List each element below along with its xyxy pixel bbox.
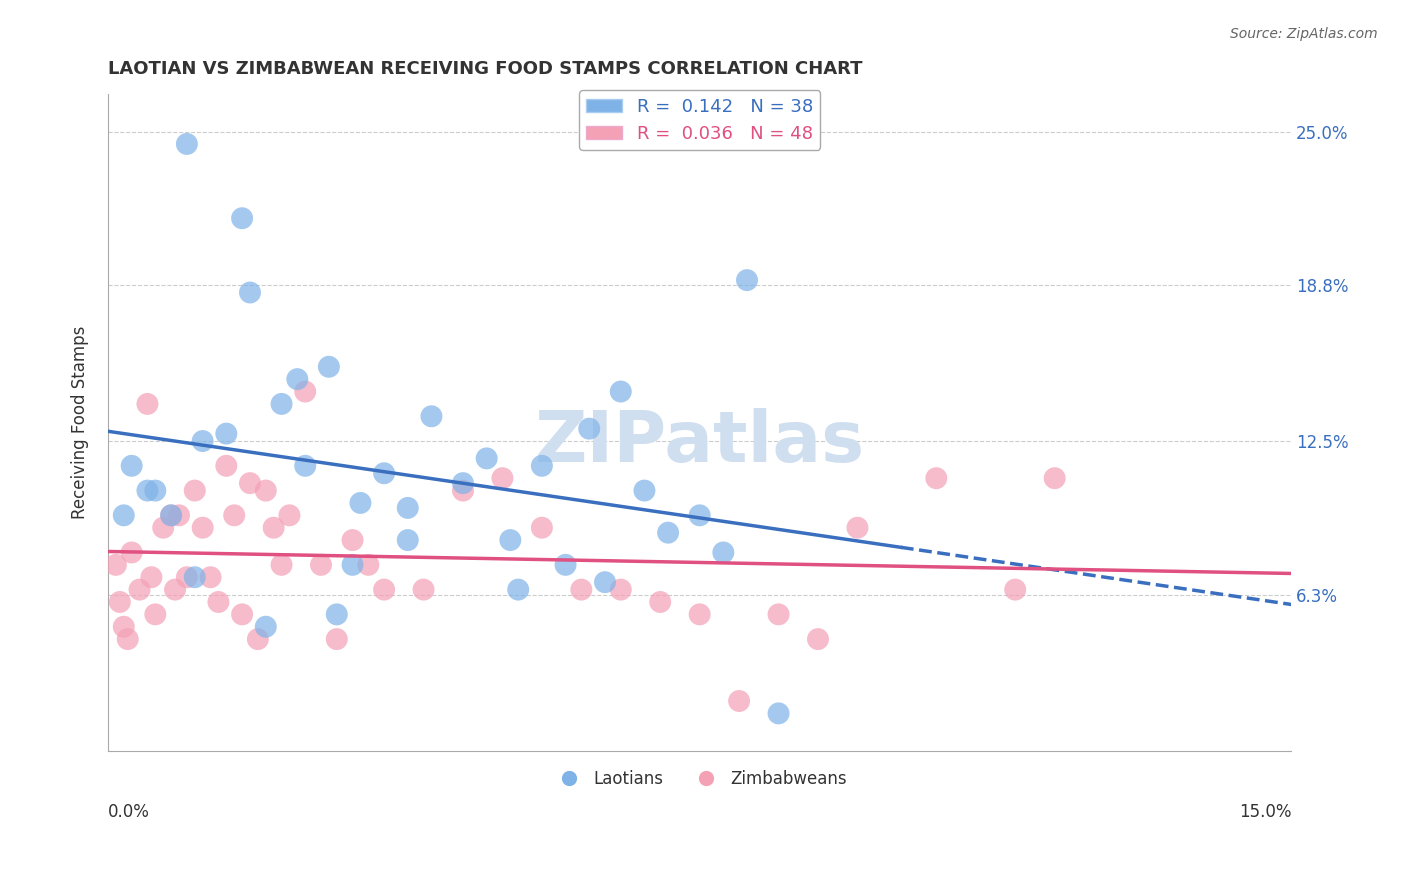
Point	[846, 521, 869, 535]
Point	[121, 545, 143, 559]
Point	[357, 558, 380, 572]
Point	[554, 558, 576, 572]
Point	[184, 570, 207, 584]
Point	[184, 483, 207, 498]
Point	[121, 458, 143, 473]
Point	[373, 582, 395, 597]
Point	[735, 273, 758, 287]
Point	[728, 694, 751, 708]
Point	[530, 521, 553, 535]
Point	[1043, 471, 1066, 485]
Point	[239, 476, 262, 491]
Point	[104, 558, 127, 572]
Text: Source: ZipAtlas.com: Source: ZipAtlas.com	[1230, 27, 1378, 41]
Point	[1004, 582, 1026, 597]
Point	[610, 384, 633, 399]
Point	[451, 476, 474, 491]
Point	[475, 451, 498, 466]
Point	[711, 545, 734, 559]
Point	[326, 632, 349, 647]
Point	[309, 558, 332, 572]
Point	[499, 533, 522, 547]
Point	[143, 483, 166, 498]
Point	[246, 632, 269, 647]
Point	[136, 397, 159, 411]
Point	[657, 525, 679, 540]
Text: LAOTIAN VS ZIMBABWEAN RECEIVING FOOD STAMPS CORRELATION CHART: LAOTIAN VS ZIMBABWEAN RECEIVING FOOD STA…	[108, 60, 862, 78]
Y-axis label: Receiving Food Stamps: Receiving Food Stamps	[72, 326, 89, 519]
Point	[200, 570, 222, 584]
Point	[136, 483, 159, 498]
Point	[610, 582, 633, 597]
Point	[768, 706, 790, 721]
Point	[689, 508, 711, 523]
Point	[231, 211, 253, 226]
Point	[167, 508, 190, 523]
Point	[342, 558, 364, 572]
Point	[768, 607, 790, 622]
Point	[176, 570, 198, 584]
Point	[530, 458, 553, 473]
Point	[163, 582, 186, 597]
Point	[925, 471, 948, 485]
Point	[112, 620, 135, 634]
Point	[270, 397, 292, 411]
Point	[373, 467, 395, 481]
Point	[412, 582, 434, 597]
Point	[152, 521, 174, 535]
Point	[224, 508, 246, 523]
Point	[451, 483, 474, 498]
Point	[278, 508, 301, 523]
Point	[593, 575, 616, 590]
Point	[254, 483, 277, 498]
Point	[191, 434, 214, 448]
Point	[689, 607, 711, 622]
Point	[108, 595, 131, 609]
Point	[176, 136, 198, 151]
Point	[160, 508, 183, 523]
Point	[318, 359, 340, 374]
Point	[342, 533, 364, 547]
Point	[349, 496, 371, 510]
Point	[207, 595, 229, 609]
Point	[569, 582, 592, 597]
Point	[143, 607, 166, 622]
Text: ZIPatlas: ZIPatlas	[534, 408, 865, 476]
Point	[239, 285, 262, 300]
Point	[396, 500, 419, 515]
Point	[294, 384, 316, 399]
Point	[160, 508, 183, 523]
Point	[215, 458, 238, 473]
Point	[650, 595, 672, 609]
Text: 0.0%: 0.0%	[108, 803, 150, 821]
Point	[420, 409, 443, 424]
Point	[633, 483, 655, 498]
Point	[191, 521, 214, 535]
Point	[117, 632, 139, 647]
Point	[215, 426, 238, 441]
Point	[578, 422, 600, 436]
Point	[141, 570, 163, 584]
Point	[128, 582, 150, 597]
Legend: Laotians, Zimbabweans: Laotians, Zimbabweans	[546, 764, 853, 795]
Point	[491, 471, 513, 485]
Text: 15.0%: 15.0%	[1239, 803, 1291, 821]
Point	[231, 607, 253, 622]
Point	[294, 458, 316, 473]
Point	[396, 533, 419, 547]
Point	[326, 607, 349, 622]
Point	[270, 558, 292, 572]
Point	[112, 508, 135, 523]
Point	[263, 521, 285, 535]
Point	[254, 620, 277, 634]
Point	[508, 582, 530, 597]
Point	[807, 632, 830, 647]
Point	[285, 372, 308, 386]
